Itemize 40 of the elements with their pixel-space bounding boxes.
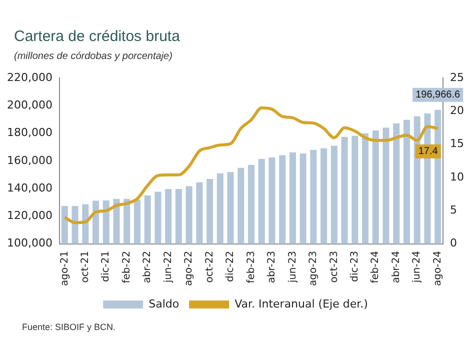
x-tick-label: ago-24 [432,250,444,286]
x-tick-label: jun-22 [162,250,174,284]
legend-label: Var. Interanual (Eje der.) [234,297,368,310]
legend-label: Saldo [148,297,180,310]
x-tick-label: dic-21 [100,250,112,282]
x-tick-label: oct-22 [204,250,216,283]
y2-tick-label: 10 [450,170,464,184]
y-tick-label: 200,000 [6,98,52,112]
x-tick-label: dic-22 [225,250,236,282]
y-tick-label: 120,000 [6,209,52,222]
y-tick-label: 220,000 [6,70,52,84]
y2-tick-label: 20 [450,104,464,118]
x-tick-label: abr-24 [390,250,402,284]
x-tick-label: dic-23 [349,250,360,282]
y-tick-label: 160,000 [6,154,52,167]
x-tick-label: oct-21 [80,250,91,283]
data-label: 196,966.6 [416,90,460,101]
y-tick-label: 180,000 [6,126,52,140]
x-tick-label: jun-23 [287,250,298,284]
x-tick-label: ago-22 [184,250,195,286]
source-note: Fuente: SIBOIF y BCN. [22,322,116,332]
x-tick-label: ago-21 [59,250,70,286]
y-tick-label: 140,000 [6,181,52,194]
x-tick-label: abr-23 [266,250,278,284]
x-tick-label: oct-23 [328,250,340,283]
y2-tick-label: 5 [450,204,458,217]
x-tick-label: feb-24 [370,250,382,284]
chart-title: Cartera de créditos bruta [14,28,180,45]
chart-subtitle: (millones de córdobas y porcentaje) [14,51,172,62]
y2-tick-label: 25 [450,70,464,84]
x-tick-label: feb-22 [121,250,132,284]
x-tick-label: feb-23 [246,250,257,284]
data-label: 17.4 [418,146,438,158]
x-tick-label: jun-24 [412,250,423,284]
line-series [63,106,440,224]
y2-tick-label: 15 [450,137,464,150]
y-tick-label: 100,000 [6,236,52,250]
y2-tick-label: 0 [450,236,458,250]
x-tick-label: abr-22 [142,250,154,284]
x-tick-label: ago-23 [308,250,320,286]
